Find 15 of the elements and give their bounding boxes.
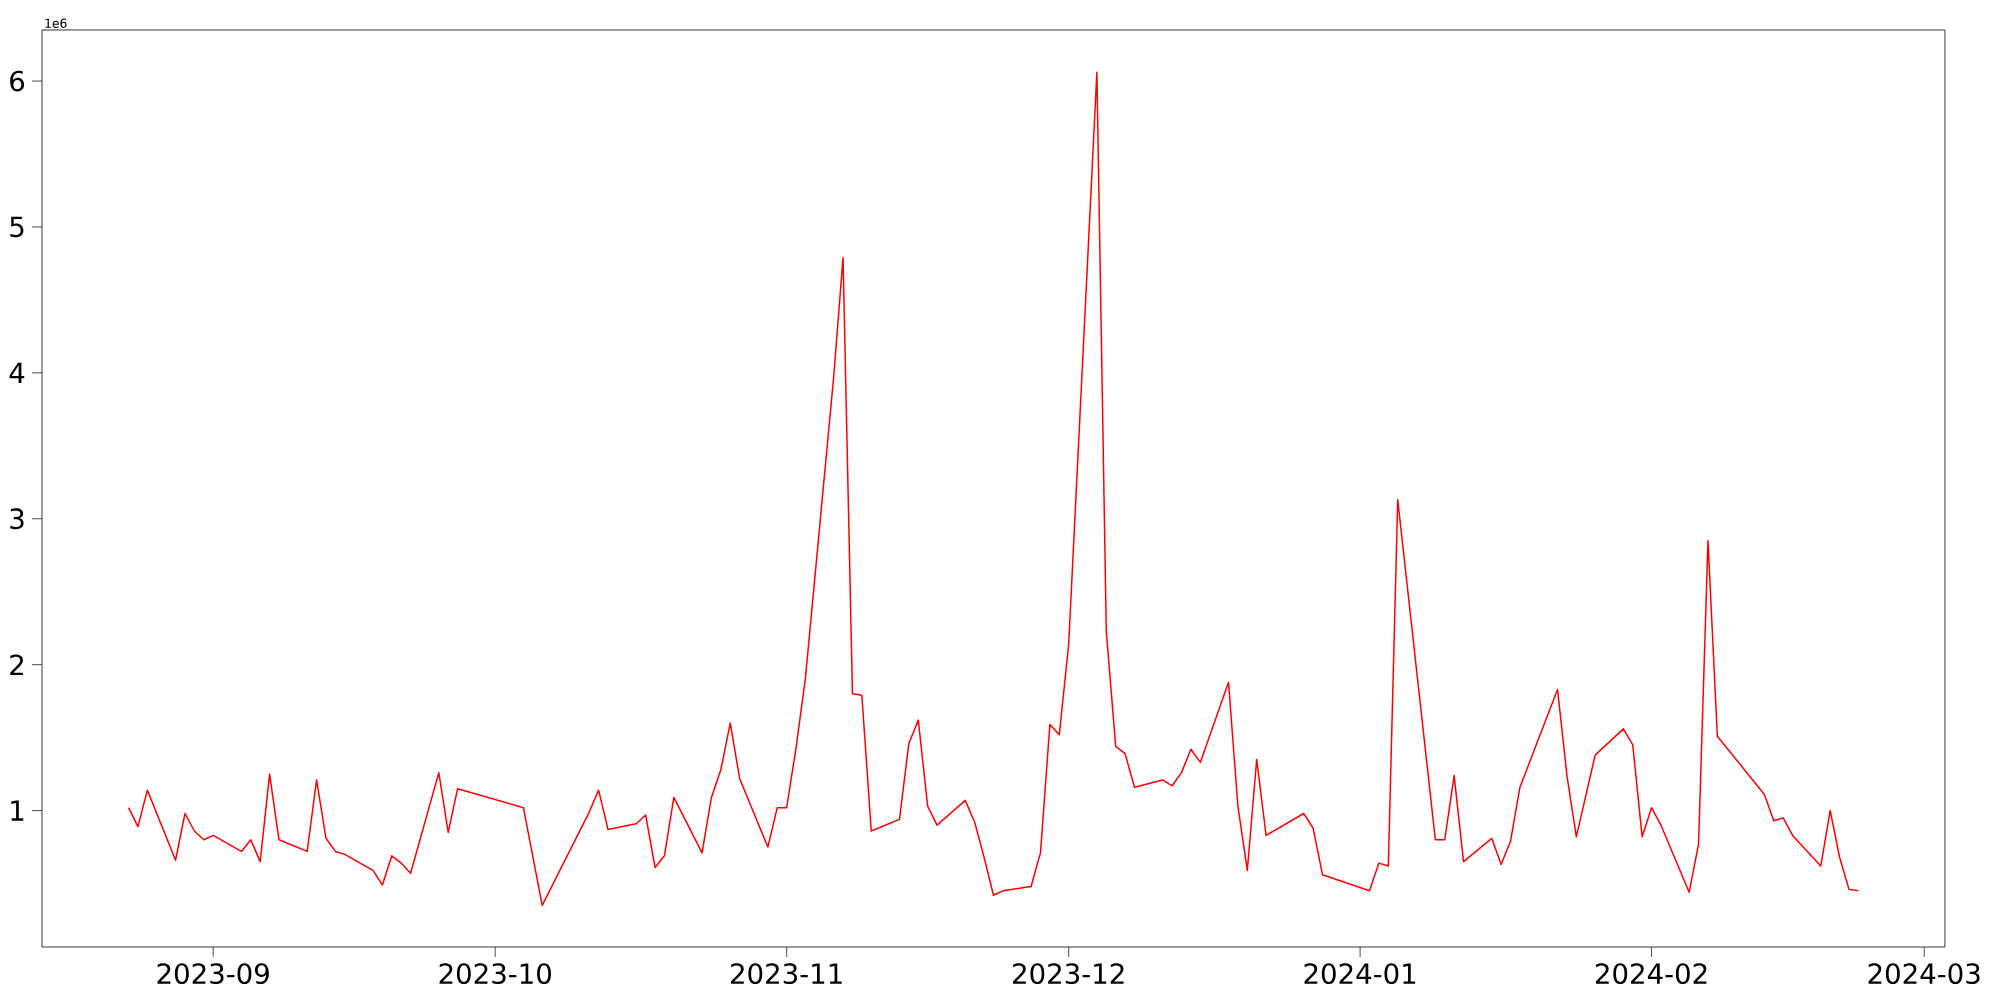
text: 1e6: [45, 18, 67, 28]
x-tick-label: 2024-03: [1868, 963, 1980, 985]
x-tick-label: 2023-12: [1013, 963, 1124, 985]
x-tick-label: 2024-02: [1595, 963, 1707, 985]
x-tick-label: 2023-10: [439, 963, 551, 985]
y-tick-label: 6: [10, 70, 25, 92]
y-tick-label: 1: [11, 800, 24, 821]
x-tick-label: 2023-11: [731, 963, 842, 985]
x-tick-label: 2023-09: [157, 963, 269, 985]
y-tick-label: 4: [9, 362, 25, 383]
y-tick-label: 5: [10, 216, 24, 238]
y-tick-label: 2: [10, 654, 24, 675]
x-tick-label: 2024-01: [1304, 963, 1416, 985]
y-tick-label: 3: [10, 508, 24, 530]
line-series: [127, 71, 1860, 907]
